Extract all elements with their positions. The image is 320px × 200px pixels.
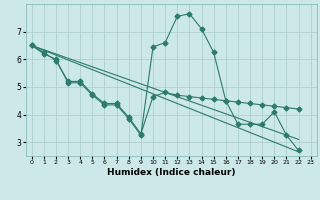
X-axis label: Humidex (Indice chaleur): Humidex (Indice chaleur) — [107, 168, 236, 177]
